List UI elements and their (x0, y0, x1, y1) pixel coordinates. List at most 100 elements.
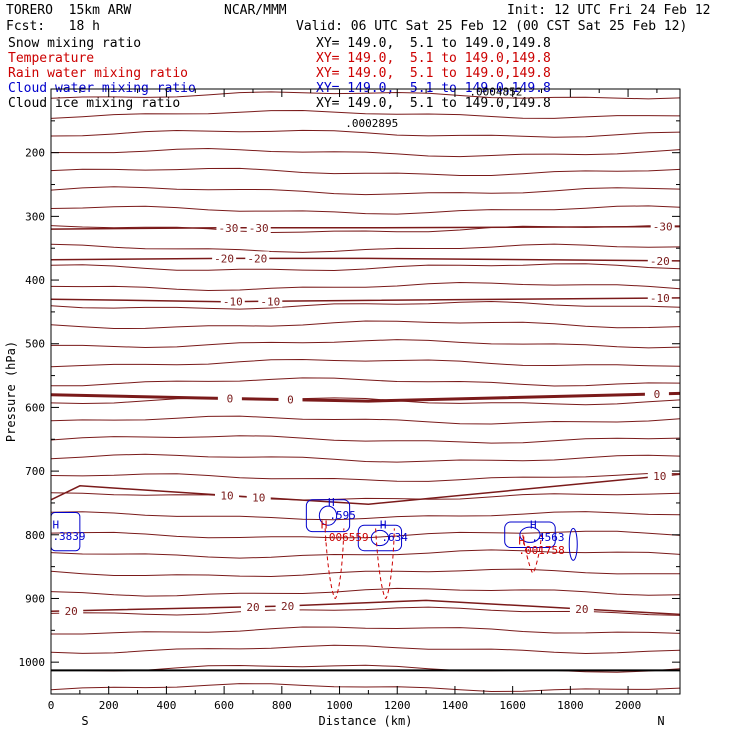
background-contour (50, 167, 681, 176)
rain-contour (324, 528, 345, 599)
y-tick-label: 300 (25, 210, 45, 223)
background-contour (50, 186, 681, 196)
x-tick-label: 0 (48, 699, 55, 712)
isotherm-line (50, 257, 681, 262)
isotherm-label-bg (275, 598, 300, 612)
background-contour (50, 530, 681, 539)
snow-max-label: .0002895 (345, 117, 398, 130)
x-tick-label: 400 (156, 699, 176, 712)
background-contour (50, 129, 681, 138)
background-contour (50, 300, 681, 310)
legend-entry-name: Cloud ice mixing ratio (8, 96, 181, 111)
y-tick-label: 1000 (19, 656, 46, 669)
background-contour (50, 644, 681, 655)
cloud-water-contour (568, 527, 578, 561)
x-end-label-north: N (657, 714, 664, 728)
rain-max-label: .001758 (518, 544, 564, 557)
x-tick-label: 200 (99, 699, 119, 712)
isotherm-label-bg (278, 392, 303, 406)
cloud-water-contour (318, 505, 338, 526)
x-tick-label: 1200 (384, 699, 411, 712)
isotherm-label-bg (647, 469, 672, 483)
background-contour (50, 492, 681, 501)
legend-entry-xy: XY= 149.0, 5.1 to 149.0,149.8 (316, 36, 551, 51)
cloud-water-contour (357, 524, 403, 552)
background-contour (50, 377, 681, 387)
background-contour (50, 358, 681, 368)
isotherm-label: 20 (65, 605, 78, 618)
legend-entry-xy: XY= 149.0, 5.1 to 149.0,149.8 (316, 51, 551, 66)
cloud-water-contour (504, 521, 556, 549)
rain-max-label: H (518, 534, 525, 547)
isotherm-label: -20 (650, 255, 670, 268)
rain-max-label: H (321, 518, 328, 531)
isotherm-label-bg (217, 391, 242, 405)
y-tick-label: 500 (25, 338, 45, 351)
isotherm-label: -20 (247, 252, 267, 265)
legend-entry-xy: XY= 149.0, 5.1 to 149.0,149.8 (316, 66, 551, 81)
isotherm-label: -10 (260, 295, 280, 308)
y-tick-label: 700 (25, 465, 45, 478)
background-contour (50, 415, 681, 425)
y-tick-label: 800 (25, 529, 45, 542)
snow-max-label: .0004852 (469, 85, 522, 98)
background-contour (50, 549, 681, 559)
isotherm-label: 0 (287, 394, 294, 407)
isotherm-label-bg (240, 599, 265, 613)
isotherm-label-bg (246, 490, 271, 504)
x-tick-label: 800 (272, 699, 292, 712)
legend-entry-name: Rain water mixing ratio (8, 66, 189, 81)
init-time: Init: 12 UTC Fri 24 Feb 12 (507, 3, 711, 18)
legend-entry-name: Snow mixing ratio (8, 36, 142, 51)
isotherm-label-bg (569, 601, 594, 615)
cloud-water-max-label: H (328, 496, 335, 509)
isotherm-label-bg (647, 291, 672, 305)
background-contour (51, 626, 681, 635)
x-tick-label: 1400 (442, 699, 469, 712)
background-contour (50, 472, 681, 482)
isotherm-line (50, 473, 681, 505)
center-title: NCAR/MMM (224, 3, 287, 18)
isotherm-label: 20 (246, 601, 259, 614)
y-tick-label: 600 (25, 401, 45, 414)
background-contour (50, 243, 681, 253)
background-contour (50, 453, 681, 463)
rain-max-label: .006559 (322, 531, 368, 544)
background-contour (50, 263, 681, 272)
valid-time: Valid: 06 UTC Sat 25 Feb 12 (00 CST Sat … (296, 19, 688, 34)
legend-entry-name: Temperature (8, 51, 95, 66)
cloud-water-max-label: .634 (381, 531, 408, 544)
model-title: TORERO 15km ARW (6, 3, 132, 18)
x-tick-label: 1600 (499, 699, 526, 712)
isotherm-label: 0 (227, 393, 234, 406)
isotherm-label: -30 (219, 222, 239, 235)
background-contour (50, 205, 681, 215)
cloud-water-max-label: H (52, 518, 59, 531)
cloud-water-contour (370, 529, 390, 547)
background-contour (50, 587, 681, 597)
x-end-label-south: S (81, 714, 88, 728)
isotherm-label-bg (650, 219, 675, 233)
rain-contour (522, 534, 543, 574)
isotherm-label-bg (644, 386, 669, 400)
plot-frame (50, 88, 681, 695)
isotherm-label-bg (215, 488, 240, 502)
isotherm-label-bg (212, 251, 237, 265)
rain-contour (375, 528, 395, 599)
isotherm-label: -10 (223, 296, 243, 309)
isotherm-label: 20 (575, 603, 588, 616)
background-contour (50, 147, 681, 158)
isotherm-label-bg (220, 294, 245, 308)
isotherm-label-bg (216, 220, 241, 234)
background-contour (50, 568, 681, 578)
x-tick-label: 1000 (326, 699, 353, 712)
isotherm-line (50, 225, 681, 230)
isotherm-label-bg (246, 220, 271, 234)
isotherm-label: 10 (252, 491, 265, 504)
x-axis-label: Distance (km) (319, 714, 413, 728)
y-tick-label: 900 (25, 592, 45, 605)
isotherm-label: -20 (214, 252, 234, 265)
background-contour (51, 339, 681, 349)
background-contour (50, 683, 681, 693)
